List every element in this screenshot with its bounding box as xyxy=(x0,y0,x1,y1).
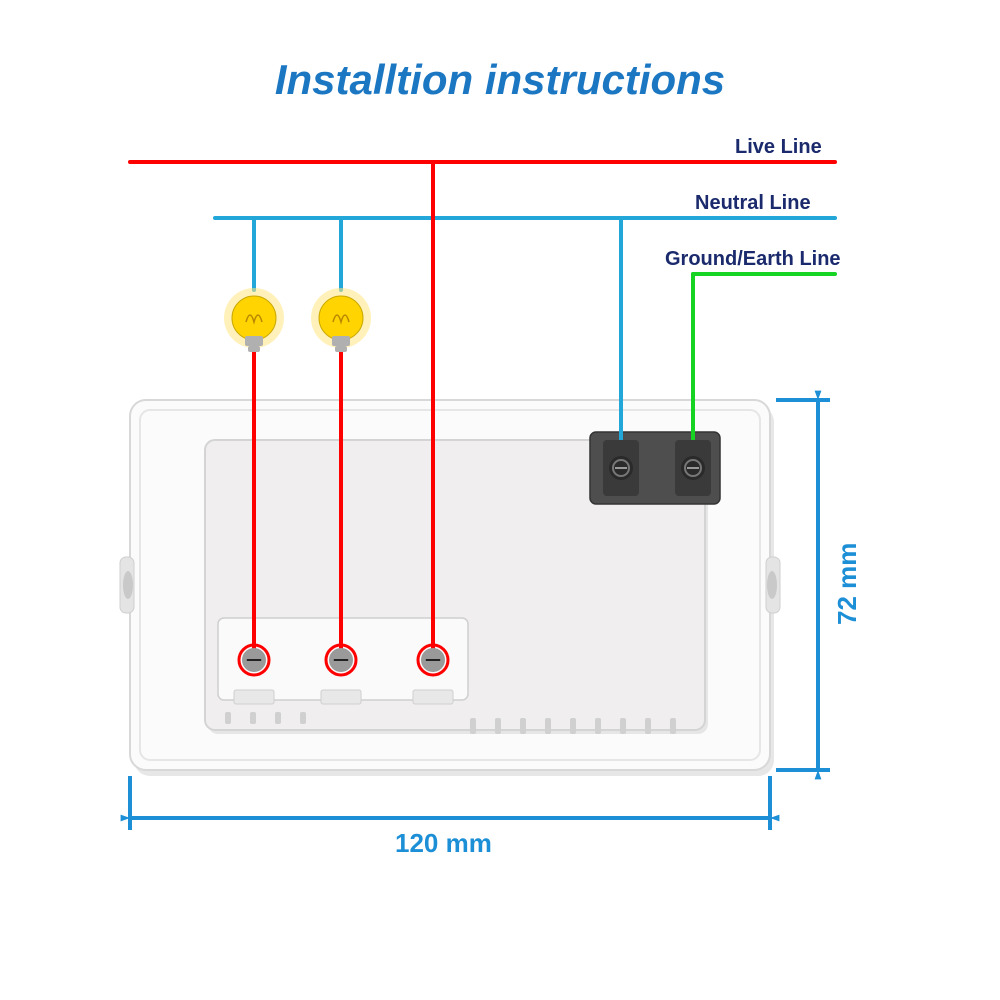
ground-line-label: Ground/Earth Line xyxy=(665,248,841,271)
diagram-title: Installtion instructions xyxy=(0,56,1000,104)
dimension-height-label: 72 mm xyxy=(832,543,863,625)
bulb-icon-2 xyxy=(311,288,371,352)
live-line-label: Live Line xyxy=(735,136,822,159)
neutral-line-label: Neutral Line xyxy=(695,192,811,215)
bulb-icon-1 xyxy=(224,288,284,352)
dimension-width-label: 120 mm xyxy=(395,828,492,859)
